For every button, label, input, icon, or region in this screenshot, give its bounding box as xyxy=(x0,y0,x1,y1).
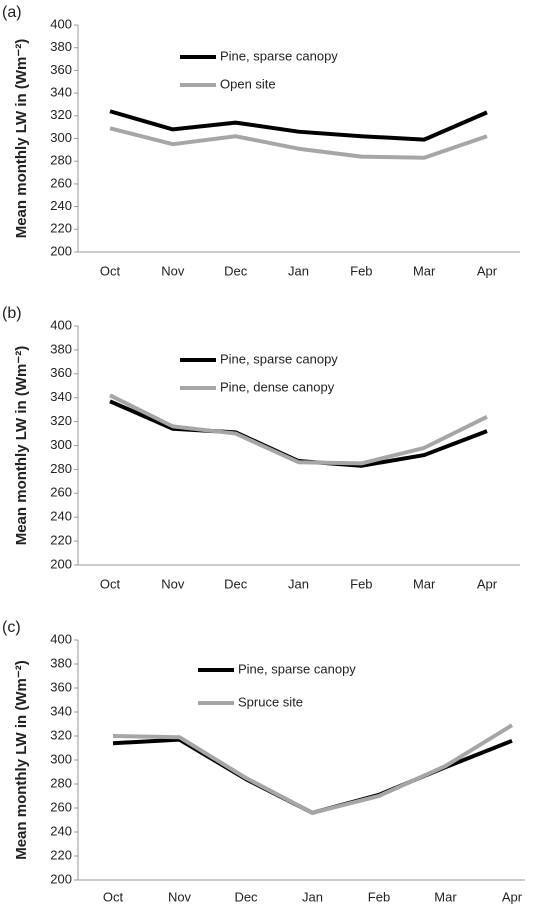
y-tick-label: 240 xyxy=(50,509,72,524)
y-tick-label: 280 xyxy=(50,775,72,790)
panel-label: (a) xyxy=(2,4,22,21)
panel-label: (b) xyxy=(2,305,22,322)
x-tick-label: Jan xyxy=(302,889,323,904)
y-tick-label: 340 xyxy=(50,703,72,718)
legend-label: Pine, sparse canopy xyxy=(220,351,338,366)
x-tick-label: Feb xyxy=(368,889,390,904)
y-tick-label: 220 xyxy=(50,221,72,236)
y-tick-label: 380 xyxy=(50,39,72,54)
x-tick-label: Feb xyxy=(350,263,372,278)
x-tick-label: Nov xyxy=(161,576,185,591)
legend-label: Pine, sparse canopy xyxy=(238,661,356,676)
y-tick-label: 200 xyxy=(50,556,72,571)
y-tick-label: 360 xyxy=(50,365,72,380)
x-tick-label: Dec xyxy=(234,889,258,904)
x-tick-label: Mar xyxy=(434,889,457,904)
x-tick-label: Feb xyxy=(350,576,372,591)
legend-label: Pine, dense canopy xyxy=(220,379,335,394)
y-tick-label: 300 xyxy=(50,437,72,452)
y-tick-label: 400 xyxy=(50,631,72,646)
x-tick-label: Oct xyxy=(100,576,121,591)
y-tick-label: 320 xyxy=(50,727,72,742)
y-tick-label: 360 xyxy=(50,679,72,694)
y-tick-label: 280 xyxy=(50,153,72,168)
y-tick-label: 320 xyxy=(50,413,72,428)
y-tick-label: 240 xyxy=(50,198,72,213)
legend-label: Pine, sparse canopy xyxy=(220,48,338,63)
line-series xyxy=(109,109,488,142)
x-tick-label: Mar xyxy=(413,263,436,278)
y-tick-label: 400 xyxy=(50,16,72,31)
y-tick-label: 380 xyxy=(50,655,72,670)
y-tick-label: 360 xyxy=(50,62,72,77)
y-tick-label: 300 xyxy=(50,751,72,766)
y-tick-label: 300 xyxy=(50,130,72,145)
line-series xyxy=(109,393,488,466)
y-axis-label: Mean monthly LW in (Wm⁻²) xyxy=(13,346,30,546)
panel-label: (c) xyxy=(2,619,21,636)
y-tick-label: 380 xyxy=(50,341,72,356)
y-axis-label: Mean monthly LW in (Wm⁻²) xyxy=(13,39,30,239)
x-tick-label: Dec xyxy=(224,263,248,278)
y-tick-label: 220 xyxy=(50,533,72,548)
legend-label: Open site xyxy=(220,76,276,91)
line-series xyxy=(112,737,513,815)
y-tick-label: 400 xyxy=(50,317,72,332)
legend-label: Spruce site xyxy=(238,694,303,709)
line-series xyxy=(109,126,488,160)
x-tick-label: Nov xyxy=(168,889,192,904)
y-tick-label: 220 xyxy=(50,847,72,862)
y-tick-label: 200 xyxy=(50,871,72,886)
x-tick-label: Jan xyxy=(288,576,309,591)
x-tick-label: Apr xyxy=(502,889,523,904)
y-axis-label: Mean monthly LW in (Wm⁻²) xyxy=(13,660,30,860)
x-tick-label: Nov xyxy=(161,263,185,278)
y-tick-label: 340 xyxy=(50,389,72,404)
y-tick-label: 260 xyxy=(50,799,72,814)
y-tick-label: 320 xyxy=(50,107,72,122)
x-tick-label: Oct xyxy=(103,889,124,904)
x-tick-label: Mar xyxy=(413,576,436,591)
y-tick-label: 260 xyxy=(50,485,72,500)
y-tick-label: 280 xyxy=(50,461,72,476)
line-series xyxy=(112,723,514,815)
x-tick-label: Oct xyxy=(100,263,121,278)
line-series xyxy=(109,399,488,468)
y-tick-label: 240 xyxy=(50,823,72,838)
x-tick-label: Apr xyxy=(477,576,498,591)
y-tick-label: 260 xyxy=(50,175,72,190)
x-tick-label: Jan xyxy=(288,263,309,278)
y-tick-label: 340 xyxy=(50,85,72,100)
x-tick-label: Apr xyxy=(477,263,498,278)
y-tick-label: 200 xyxy=(50,243,72,258)
x-tick-label: Dec xyxy=(224,576,248,591)
